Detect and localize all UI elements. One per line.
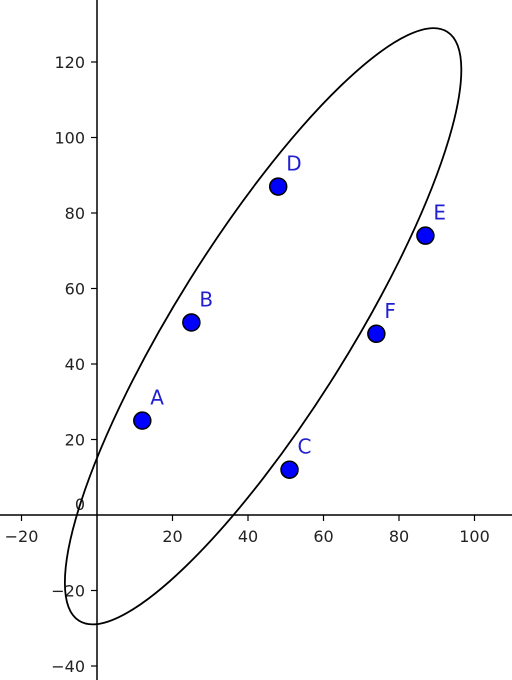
x-tick-label: 20 [162,527,182,546]
point-d[interactable] [268,177,288,196]
y-tick-label: 100 [54,129,85,148]
point-e[interactable] [416,226,435,245]
y-tick-label: 40 [65,355,85,374]
point-label-b: B [199,287,213,311]
y-tick-label: 60 [65,280,85,299]
point-f[interactable] [367,324,386,344]
point-label-f: F [384,299,396,323]
point-label-a: A [150,386,164,410]
points-layer: A B C D E F [133,152,446,479]
y-tick-label: 120 [54,53,85,72]
point-label-c: C [298,435,312,459]
point-label-e: E [433,201,446,225]
point-b[interactable] [182,313,201,332]
point-a[interactable] [133,411,152,430]
x-tick-label: 40 [238,527,258,546]
ellipse-layer [63,27,463,626]
y-tick-label: −40 [51,657,85,676]
point-label-d: D [286,152,301,176]
y-tick-label: 20 [65,431,85,450]
ellipse-curve [63,27,463,626]
x-tick-label: −20 [5,527,39,546]
x-tick-label: 60 [313,527,333,546]
point-c[interactable] [280,460,299,479]
x-tick-label: 80 [389,527,409,546]
y-tick-label: −20 [51,582,85,601]
y-tick-label: 80 [65,204,85,223]
x-tick-label: 100 [459,527,490,546]
